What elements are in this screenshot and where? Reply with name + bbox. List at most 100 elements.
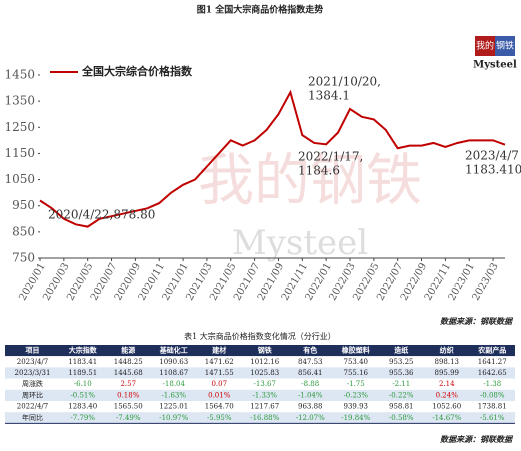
table-cell: 2022/4/7 <box>17 403 48 411</box>
table-cell: 898.13 <box>435 358 460 366</box>
y-tick-label: 850 <box>12 224 35 238</box>
annotation: 2020/4/22,878.80 <box>48 208 155 222</box>
y-tick-label: 950 <box>12 198 35 212</box>
table-header-cell: 纺织 <box>440 346 454 355</box>
y-tick-label: 1350 <box>4 94 35 108</box>
table-header-cell: 大宗指数 <box>69 346 98 355</box>
table-cell: 1183.41 <box>68 358 97 366</box>
table-header-cell: 项目 <box>26 346 40 355</box>
logo: 钢铁 <box>496 40 514 52</box>
table-cell: 1090.63 <box>159 358 188 366</box>
table-cell: 1448.25 <box>114 358 143 366</box>
table-cell: -13.67 <box>254 380 276 388</box>
table-header-cell: 农副产品 <box>477 346 506 355</box>
table-cell: -0.08% <box>480 391 505 399</box>
annotation: 1184.6 <box>298 164 340 178</box>
table-cell: 1642.65 <box>478 369 507 377</box>
table-cell: 958.81 <box>389 403 414 411</box>
table-cell: 1052.60 <box>432 403 461 411</box>
table-cell: 0.01% <box>208 391 231 399</box>
source: 数据来源：钢联数据 <box>440 316 514 326</box>
table-cell: 周环比 <box>22 390 43 399</box>
table-cell: 0.18% <box>117 391 140 399</box>
annotation: 2021/10/20, <box>308 75 381 89</box>
y-tick-label: 750 <box>12 251 35 265</box>
table-cell: -1.33% <box>252 391 277 399</box>
table-cell: 953.25 <box>389 358 414 366</box>
table-cell: 963.88 <box>298 403 323 411</box>
annotation: 1183.4103 <box>465 163 521 177</box>
table-cell: -0.51% <box>70 391 95 399</box>
table-cell: -2.11 <box>392 380 410 388</box>
table-cell: -10.97% <box>159 414 188 422</box>
annotation: 2022/1/17, <box>298 150 363 164</box>
table-cell: -1.63% <box>161 391 186 399</box>
table-header <box>5 345 515 357</box>
table-cell: 0.24% <box>436 391 459 399</box>
table-cell: 895.99 <box>435 369 460 377</box>
table-cell: -0.22% <box>389 391 414 399</box>
table-cell: 939.93 <box>344 403 369 411</box>
watermark: 我的钢铁 <box>198 149 422 214</box>
table-cell: 955.36 <box>389 369 414 377</box>
table-row <box>5 367 515 379</box>
table-cell: -0.58% <box>389 414 414 422</box>
table-cell: -7.79% <box>70 414 95 422</box>
table-row <box>5 356 515 368</box>
table-cell: 周涨跌 <box>22 379 43 388</box>
table-cell: 1471.55 <box>205 369 234 377</box>
table-cell: -18.04 <box>163 380 186 388</box>
data-line <box>39 89 506 228</box>
table-cell: 1641.27 <box>478 358 507 366</box>
table-cell: 年同比 <box>22 413 43 422</box>
table-cell: 755.16 <box>344 369 369 377</box>
table-cell: -5.95% <box>207 414 232 422</box>
table-header-cell: 有色 <box>303 346 317 355</box>
table-cell: -1.38 <box>483 380 501 388</box>
table-cell: 856.41 <box>298 369 323 377</box>
table-cell: -0.23% <box>343 391 368 399</box>
table-header-cell: 造纸 <box>394 346 408 355</box>
table-row <box>5 401 515 413</box>
watermark: Mysteel <box>232 223 368 263</box>
table-cell: 1564.70 <box>205 403 234 411</box>
table-cell: -5.61% <box>480 414 505 422</box>
table-cell: 1738.81 <box>478 403 507 411</box>
table-cell: -1.75 <box>347 380 365 388</box>
table-cell: 0.07 <box>211 380 227 388</box>
table-cell: 1025.83 <box>250 369 279 377</box>
table-cell: -8.88 <box>301 380 319 388</box>
table-cell: 2023/3/31 <box>15 369 51 377</box>
y-tick-label: 1050 <box>4 172 35 186</box>
y-tick-label: 1150 <box>4 146 35 160</box>
table-cell: 753.40 <box>344 358 369 366</box>
table-cell: -7.49% <box>116 414 141 422</box>
logo-box <box>475 36 495 56</box>
table-row <box>5 378 515 390</box>
logo: Mysteel <box>473 60 517 71</box>
table-cell: 1012.16 <box>250 358 279 366</box>
table-header-cell: 钢铁 <box>258 346 272 355</box>
y-tick-label: 1450 <box>4 68 35 82</box>
legend-label: 全国大宗综合价格指数 <box>81 64 193 78</box>
table-row <box>5 412 515 424</box>
table-row <box>5 389 515 401</box>
table-cell: -19.84% <box>341 414 370 422</box>
table-header-cell: 橡胶塑料 <box>342 346 370 355</box>
annotation: 2023/4/7 <box>465 149 519 163</box>
table-header-cell: 基础化工 <box>159 346 188 355</box>
table-cell: 1225.01 <box>159 403 188 411</box>
source: 数据来源：钢联数据 <box>440 434 514 444</box>
table-cell: -1.04% <box>298 391 323 399</box>
table-cell: 1471.62 <box>205 358 234 366</box>
table-cell: 1108.67 <box>159 369 188 377</box>
table-cell: 2.14 <box>439 380 455 388</box>
table-cell: 1283.40 <box>68 403 97 411</box>
table-title: 表1 大宗商品价格指数变化情况（分行业） <box>184 331 336 341</box>
table-cell: 847.53 <box>298 358 323 366</box>
table-cell: -14.67% <box>432 414 461 422</box>
table-header-cell: 建材 <box>212 346 226 355</box>
table-cell: -6.10 <box>74 380 92 388</box>
table-cell: 1565.50 <box>114 403 143 411</box>
